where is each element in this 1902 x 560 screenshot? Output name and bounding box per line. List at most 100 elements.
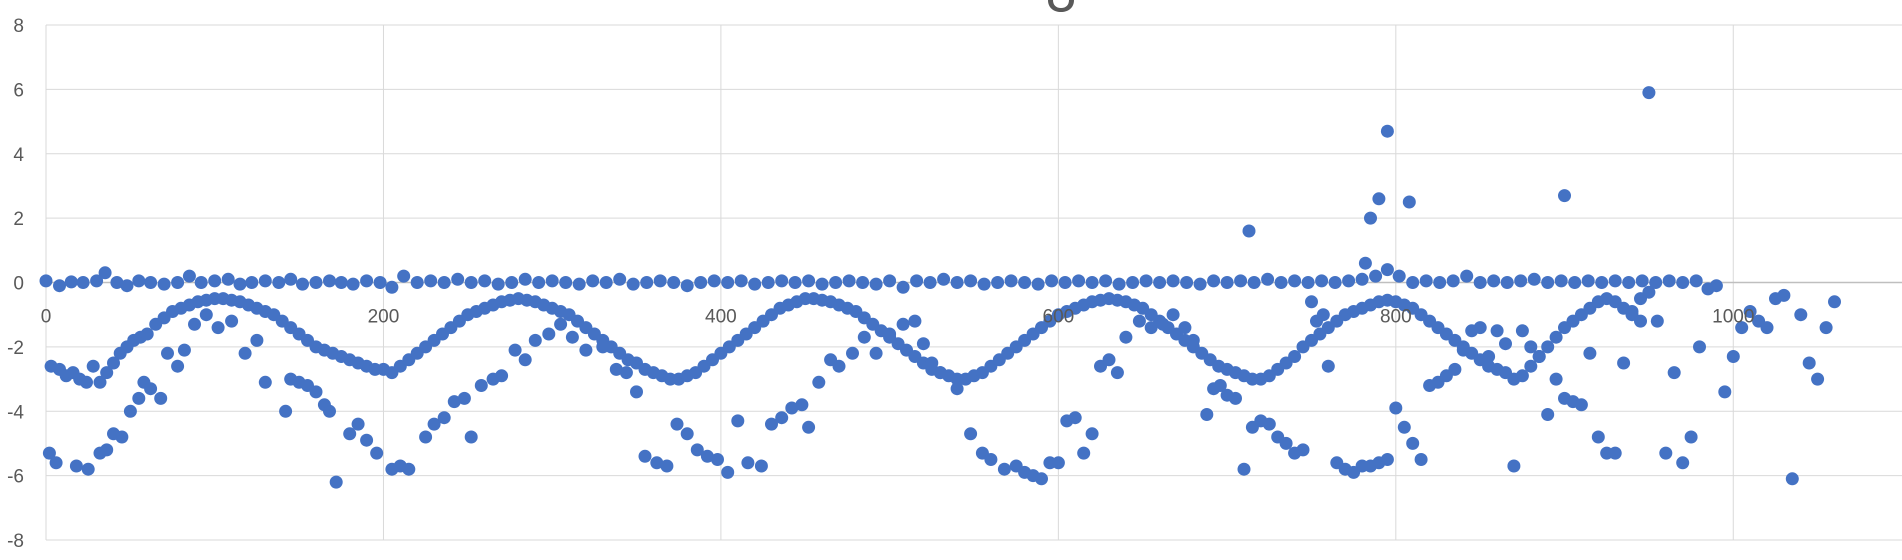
x-tick-label: 600 xyxy=(1043,307,1075,328)
data-point xyxy=(233,277,247,291)
data-point xyxy=(788,276,802,289)
data-point xyxy=(1554,274,1568,288)
data-point xyxy=(1358,256,1372,270)
data-point xyxy=(437,411,451,425)
data-point xyxy=(296,277,309,291)
data-point xyxy=(1099,274,1113,288)
data-point xyxy=(1482,350,1496,363)
y-tick-label: -4 xyxy=(7,402,24,423)
data-point xyxy=(397,269,411,283)
data-point xyxy=(1595,276,1609,289)
data-point xyxy=(508,343,522,357)
data-point xyxy=(505,276,519,289)
data-point xyxy=(1288,274,1302,288)
data-point xyxy=(171,359,185,373)
data-points xyxy=(39,86,1841,489)
data-point xyxy=(1274,276,1288,289)
data-point xyxy=(832,359,846,373)
data-point xyxy=(323,404,336,418)
data-point xyxy=(1139,274,1153,288)
data-point xyxy=(208,274,222,288)
data-point xyxy=(1642,86,1656,100)
data-point xyxy=(1802,356,1816,370)
data-point xyxy=(343,427,357,441)
data-point xyxy=(1389,401,1403,415)
data-point xyxy=(815,277,829,291)
data-point xyxy=(711,453,724,466)
data-point xyxy=(846,346,859,360)
data-point xyxy=(258,274,272,288)
data-point xyxy=(120,279,134,293)
data-point xyxy=(110,276,124,289)
data-point xyxy=(1153,276,1167,289)
data-point xyxy=(221,272,235,286)
data-point xyxy=(1617,356,1631,370)
y-tick-label: 2 xyxy=(13,209,24,230)
data-point xyxy=(1515,369,1529,383)
data-point xyxy=(1372,192,1386,206)
data-point xyxy=(667,276,681,289)
data-point xyxy=(925,356,939,370)
data-point xyxy=(1085,427,1099,441)
data-point xyxy=(626,277,640,291)
data-point xyxy=(1342,274,1356,288)
data-point xyxy=(1112,277,1126,291)
data-point xyxy=(1794,308,1808,322)
data-point xyxy=(670,417,684,431)
data-point xyxy=(132,274,146,288)
data-point xyxy=(1622,276,1636,289)
data-point xyxy=(1279,436,1293,450)
data-point xyxy=(1591,430,1605,444)
data-point xyxy=(775,411,789,425)
x-tick-label: 0 xyxy=(41,307,52,328)
data-point xyxy=(1004,274,1018,288)
data-point xyxy=(1634,314,1647,328)
data-point xyxy=(933,366,947,380)
data-point xyxy=(1676,276,1690,289)
data-point xyxy=(334,276,348,289)
data-point xyxy=(950,276,964,289)
data-point xyxy=(370,446,384,460)
data-point xyxy=(1419,274,1433,288)
data-point xyxy=(157,277,171,291)
data-point xyxy=(1662,274,1676,288)
data-point xyxy=(1072,274,1086,288)
data-point xyxy=(1018,276,1032,289)
data-point xyxy=(80,375,93,389)
data-point xyxy=(1296,443,1310,457)
data-point xyxy=(199,308,213,322)
data-point xyxy=(474,379,488,392)
data-point xyxy=(977,277,991,291)
data-point xyxy=(1689,274,1703,288)
data-point xyxy=(1242,224,1256,238)
data-point xyxy=(53,279,66,293)
y-tick-label: -2 xyxy=(7,338,24,359)
data-point xyxy=(1051,456,1065,470)
data-point xyxy=(1156,317,1170,331)
data-point xyxy=(1446,274,1460,288)
data-point xyxy=(1574,398,1588,412)
data-point xyxy=(346,277,360,291)
data-point xyxy=(1262,417,1276,431)
data-point xyxy=(154,391,168,405)
data-point xyxy=(1650,314,1664,328)
data-point xyxy=(1549,372,1563,386)
x-tick-label: 800 xyxy=(1380,307,1412,328)
data-point xyxy=(964,427,978,441)
data-point xyxy=(69,459,83,473)
data-point xyxy=(1558,189,1571,203)
data-point xyxy=(775,274,789,288)
data-point xyxy=(856,276,870,289)
data-point xyxy=(98,266,112,280)
data-point xyxy=(554,317,568,331)
data-point xyxy=(245,276,259,289)
data-point xyxy=(1364,211,1377,225)
data-point xyxy=(1301,276,1315,289)
data-point xyxy=(1200,408,1214,421)
data-point xyxy=(1676,456,1690,470)
data-point xyxy=(132,391,146,405)
data-point xyxy=(1220,276,1234,289)
data-point xyxy=(309,276,323,289)
data-point xyxy=(385,280,399,294)
data-point xyxy=(795,398,809,412)
